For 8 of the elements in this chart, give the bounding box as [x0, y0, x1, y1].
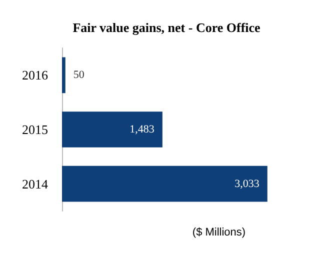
- x-axis-title: ($ Millions): [192, 226, 246, 238]
- y-tick-label: 2014: [22, 176, 48, 192]
- data-label: 50: [73, 69, 85, 82]
- data-label: 1,483: [130, 124, 155, 136]
- chart-title: Fair value gains, net - Core Office: [72, 20, 261, 35]
- y-tick-label: 2015: [22, 122, 48, 137]
- y-tick-label: 2016: [22, 68, 48, 83]
- data-label: 3,033: [234, 178, 260, 190]
